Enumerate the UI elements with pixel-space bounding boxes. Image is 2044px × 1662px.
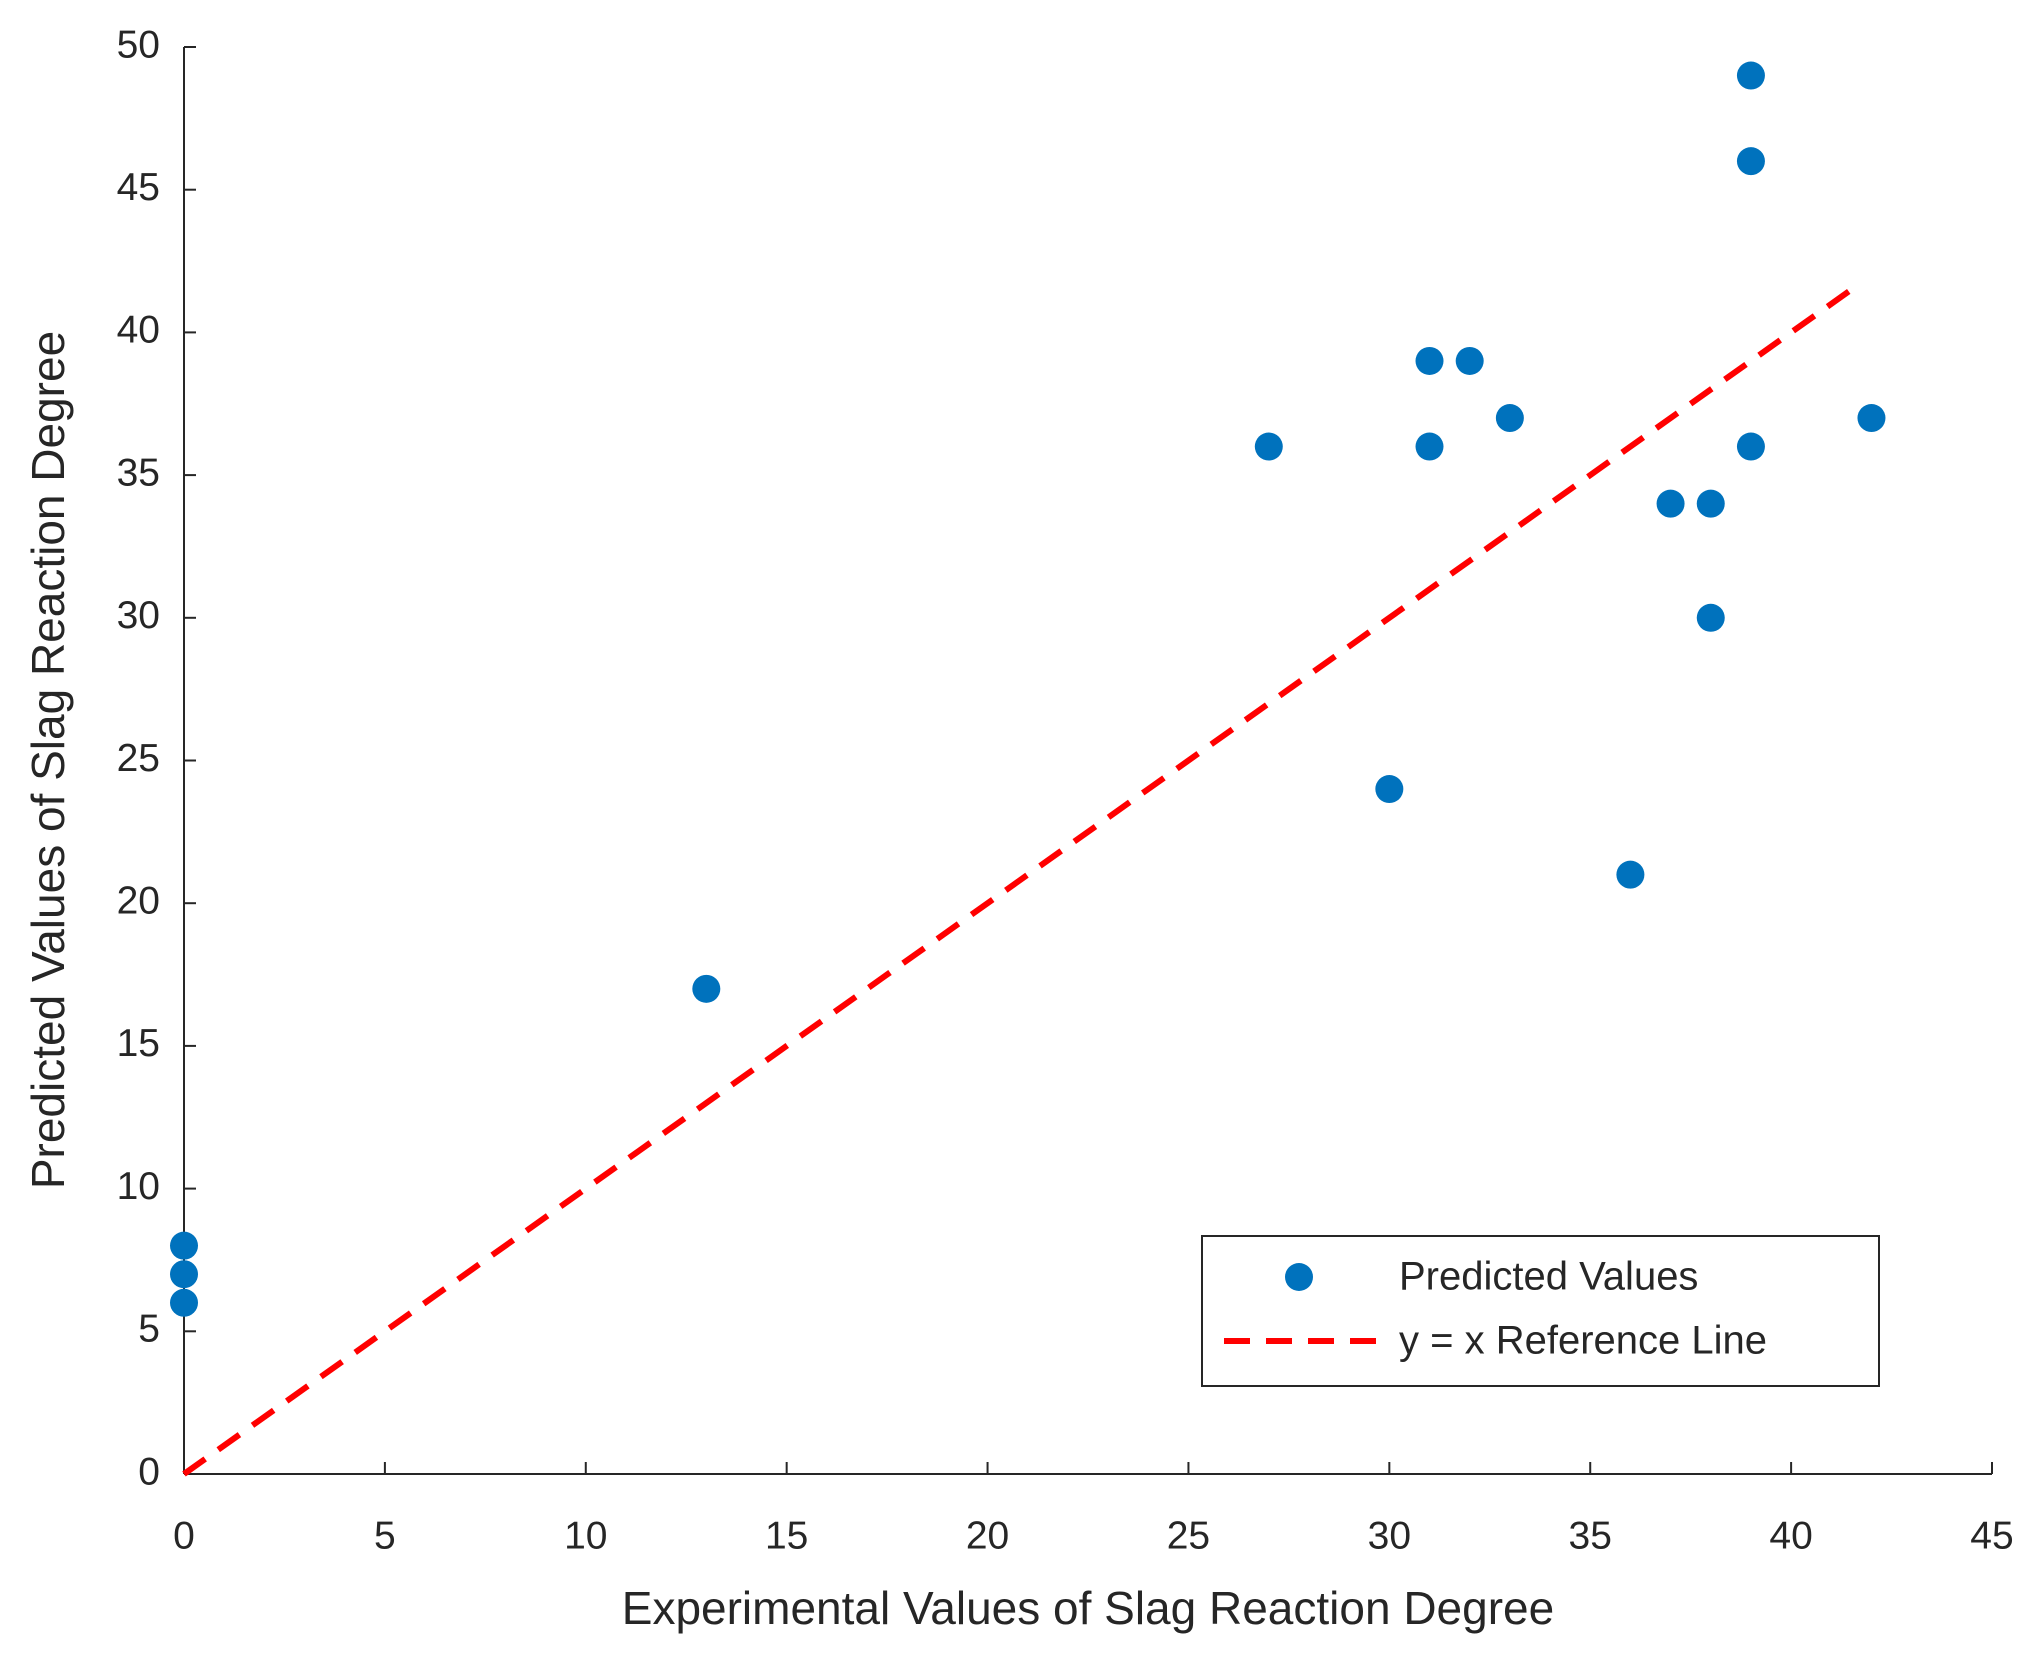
data-point [1696, 603, 1725, 632]
y-tick-label: 15 [117, 1022, 160, 1065]
data-point [170, 1260, 198, 1289]
y-tick-label: 0 [138, 1450, 160, 1493]
x-axis-label: Experimental Values of Slag Reaction Deg… [622, 1582, 1554, 1634]
y-tick-label: 45 [117, 166, 160, 209]
y-axis-label: Predicted Values of Slag Reaction Degree [22, 331, 74, 1189]
y-tick-label: 50 [117, 23, 160, 66]
data-point [1616, 860, 1645, 889]
data-point [170, 1231, 198, 1260]
x-tick-label: 45 [1970, 1514, 2013, 1557]
legend-box [1201, 1235, 1880, 1387]
x-tick-label: 10 [564, 1514, 607, 1557]
data-point [1415, 432, 1444, 461]
data-point [1495, 404, 1524, 433]
y-tick-label: 5 [138, 1308, 160, 1351]
data-point [1656, 489, 1685, 518]
data-point [170, 1288, 198, 1317]
data-point [1736, 147, 1765, 176]
data-point [1375, 775, 1404, 804]
data-point [1736, 61, 1765, 90]
y-tick-label: 20 [117, 879, 160, 922]
y-tick-label: 25 [117, 737, 160, 780]
legend-label: Predicted Values [1399, 1255, 1698, 1299]
x-tick-label: 40 [1769, 1514, 1812, 1557]
data-point [1696, 489, 1725, 518]
data-point [692, 974, 721, 1003]
data-point [1415, 346, 1444, 375]
data-point [1857, 404, 1886, 433]
x-tick-label: 25 [1167, 1514, 1210, 1557]
y-tick-label: 35 [117, 451, 160, 494]
x-tick-label: 30 [1368, 1514, 1411, 1557]
data-point [1254, 432, 1283, 461]
x-tick-label: 0 [173, 1514, 195, 1557]
y-tick-label: 30 [117, 594, 160, 637]
data-point [1736, 432, 1765, 461]
legend-label: y = x Reference Line [1399, 1319, 1767, 1363]
x-tick-label: 20 [966, 1514, 1009, 1557]
legend-marker [1285, 1263, 1313, 1291]
x-tick-label: 35 [1569, 1514, 1612, 1557]
y-tick-label: 10 [117, 1165, 160, 1208]
x-tick-label: 5 [374, 1514, 396, 1557]
x-tick-label: 15 [765, 1514, 808, 1557]
y-tick-label: 40 [117, 309, 160, 352]
data-point [1455, 346, 1484, 375]
reference-line [182, 287, 1854, 1477]
